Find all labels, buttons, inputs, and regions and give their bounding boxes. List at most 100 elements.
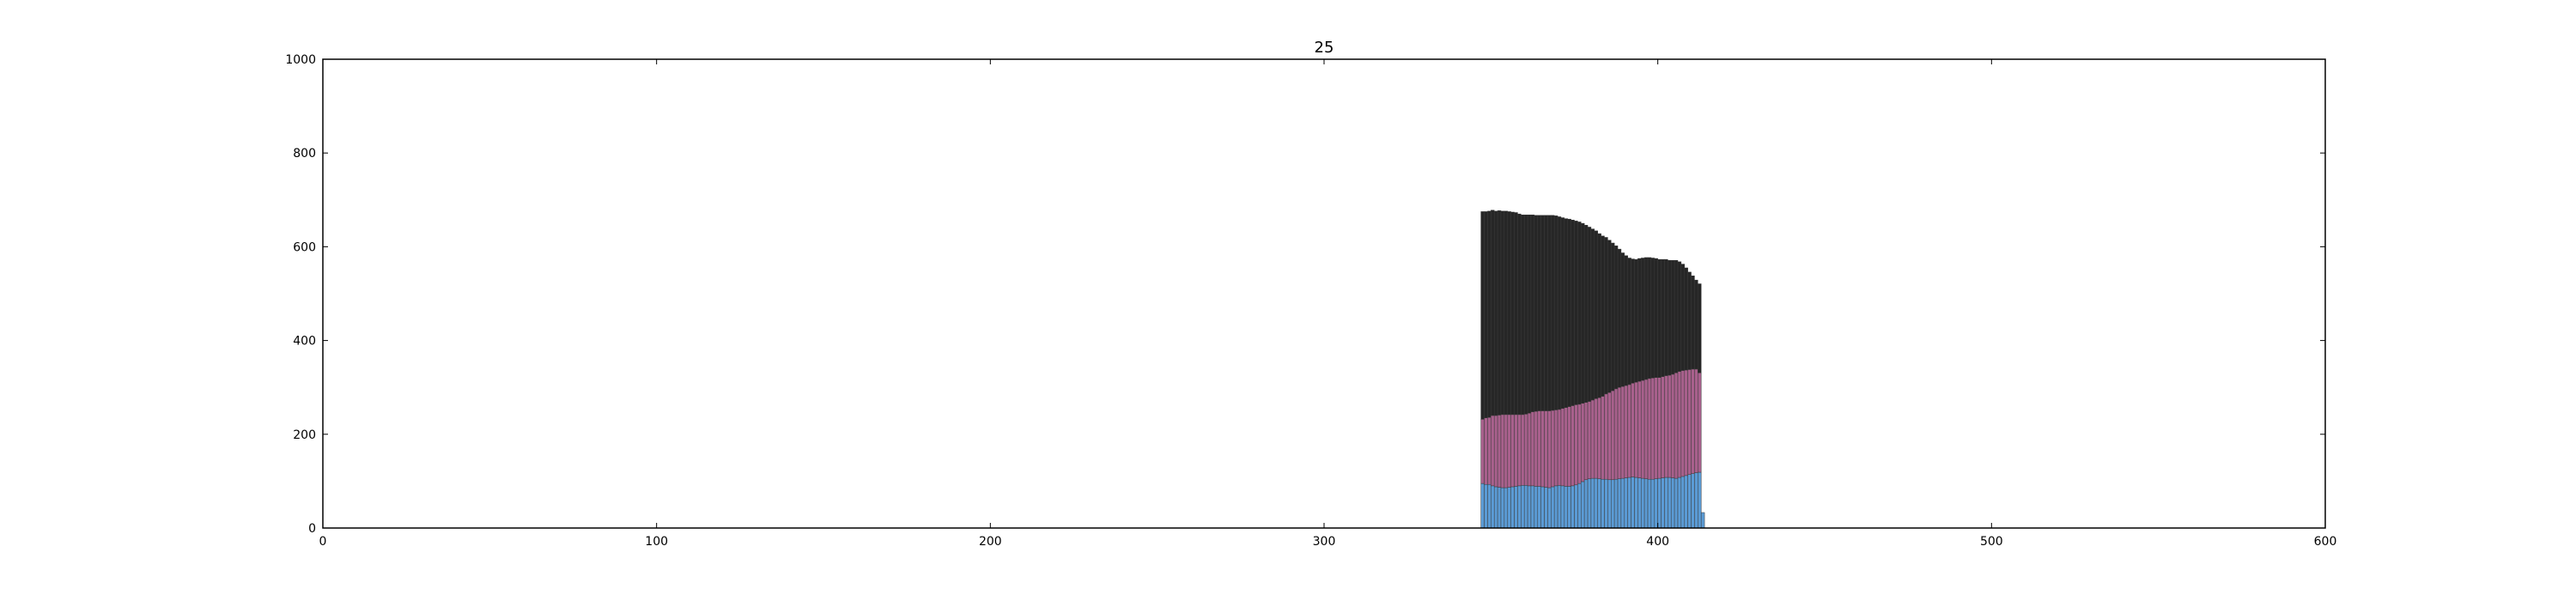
bar-segment-s2-x383 [1601,235,1605,397]
bar-segment-s1-x370 [1557,409,1562,486]
bar-segment-s0-x383 [1601,478,1605,529]
bar-segment-s1-x371 [1560,408,1565,487]
bar-segment-s1-x407 [1680,370,1686,477]
bar-segment-s2-x393 [1634,258,1638,383]
bar-segment-s2-x358 [1517,213,1522,416]
x-tick-label-500: 500 [1980,535,2003,549]
bar-segment-s1-x404 [1670,373,1675,478]
bar-segment-s2-x392 [1631,258,1635,384]
bar-segment-s0-x362 [1530,485,1535,529]
bar-segment-s0-x370 [1557,485,1562,529]
bar-segment-s1-x379 [1587,401,1592,479]
x-tick-label-300: 300 [1313,535,1336,549]
bar-segment-s0-x349 [1487,483,1492,529]
bar-segment-s0-x366 [1544,487,1548,529]
bars-layer [1480,209,1705,529]
bar-segment-s1-x386 [1611,390,1615,481]
bar-segment-s2-x382 [1597,233,1601,398]
bar-segment-s0-x412 [1698,471,1702,529]
bar-segment-s0-x361 [1527,485,1532,529]
bar-segment-s0-x367 [1547,487,1552,529]
bar-segment-s2-x405 [1674,259,1679,373]
bar-segment-s1-x359 [1521,414,1525,486]
bar-segment-s2-x365 [1540,215,1545,411]
bar-segment-s2-x394 [1637,258,1642,382]
x-tick-label-200: 200 [979,535,1002,549]
bar-segment-s1-x391 [1627,384,1631,478]
bar-segment-s2-x388 [1617,248,1622,388]
bar-segment-s2-x377 [1581,222,1585,404]
bar-segment-s1-x352 [1497,415,1502,488]
bar-segment-s1-x360 [1523,414,1528,486]
y-tick-label-200: 200 [293,428,316,442]
x-tick-label-100: 100 [645,535,668,549]
bar-segment-s2-x390 [1624,255,1628,386]
bar-segment-s1-x393 [1634,381,1638,478]
bar-segment-s1-x365 [1540,410,1545,488]
bar-segment-s0-x413 [1700,512,1705,529]
bar-segment-s1-x384 [1604,393,1608,480]
bar-segment-s1-x383 [1601,396,1605,480]
bar-segment-s0-x399 [1654,478,1658,529]
y-tick-label-0: 0 [308,522,316,536]
bar-segment-s1-x408 [1684,369,1688,477]
bar-segment-s2-x410 [1691,276,1695,370]
bar-segment-s0-x382 [1597,478,1601,529]
bar-segment-s1-x356 [1510,414,1515,488]
bar-segment-s0-x358 [1517,485,1522,529]
bar-segment-s0-x373 [1567,486,1571,529]
bar-segment-s0-x378 [1583,479,1589,529]
bar-segment-s1-x362 [1530,411,1535,487]
bar-segment-s2-x360 [1523,215,1528,415]
bar-segment-s1-x354 [1504,414,1509,489]
bar-segment-s2-x407 [1680,264,1686,371]
bar-segment-s0-x374 [1571,485,1575,529]
bar-segment-s0-x406 [1677,477,1682,529]
bar-segment-s0-x391 [1627,477,1631,529]
bar-segment-s0-x393 [1634,477,1638,529]
bar-segment-s0-x386 [1611,479,1615,529]
bar-segment-s0-x377 [1581,481,1585,529]
bar-segment-s2-x370 [1557,216,1562,410]
bar-segment-s1-x372 [1564,407,1568,487]
bar-segment-s2-x354 [1504,210,1509,416]
bar-segment-s1-x348 [1484,417,1488,485]
bar-segment-s0-x385 [1607,479,1612,529]
bar-segment-s2-x351 [1493,210,1498,416]
bar-segment-s1-x351 [1493,415,1498,488]
bar-segment-s0-x348 [1484,483,1488,529]
y-tick-label-400: 400 [293,335,316,349]
bar-segment-s1-x406 [1677,371,1682,478]
bar-segment-s2-x380 [1590,228,1595,401]
bar-segment-s1-x378 [1583,402,1589,481]
bar-segment-s2-x348 [1484,211,1488,418]
bar-segment-s1-x380 [1590,399,1595,479]
bar-segment-s0-x368 [1551,486,1555,529]
bar-segment-s0-x388 [1617,478,1622,529]
bar-segment-s2-x409 [1687,271,1692,370]
bar-segment-s2-x357 [1514,212,1518,416]
bar-segment-s1-x392 [1631,383,1635,477]
bar-segment-s0-x380 [1590,477,1595,529]
bar-segment-s0-x376 [1577,483,1582,529]
bar-segment-s0-x397 [1647,478,1652,529]
bar-segment-s0-x369 [1553,485,1558,529]
bar-segment-s2-x353 [1500,210,1505,416]
bar-segment-s1-x387 [1613,388,1619,480]
bar-segment-s2-x356 [1510,211,1515,416]
bar-segment-s2-x347 [1480,211,1485,420]
bar-segment-s0-x375 [1574,484,1578,529]
bar-segment-s1-x368 [1551,410,1555,488]
bar-segment-s0-x407 [1680,476,1686,529]
bar-segment-s0-x371 [1560,485,1565,529]
bar-segment-s1-x363 [1534,410,1538,487]
y-tick-label-600: 600 [293,240,316,254]
bar-segment-s2-x403 [1668,259,1672,376]
bar-segment-s1-x367 [1547,410,1552,489]
bar-segment-s0-x372 [1564,486,1568,529]
bar-segment-s2-x359 [1521,215,1525,416]
bar-segment-s1-x405 [1674,373,1679,479]
bar-segment-s0-x354 [1504,487,1509,529]
bar-segment-s2-x349 [1487,210,1492,418]
bar-segment-s2-x363 [1534,215,1538,412]
